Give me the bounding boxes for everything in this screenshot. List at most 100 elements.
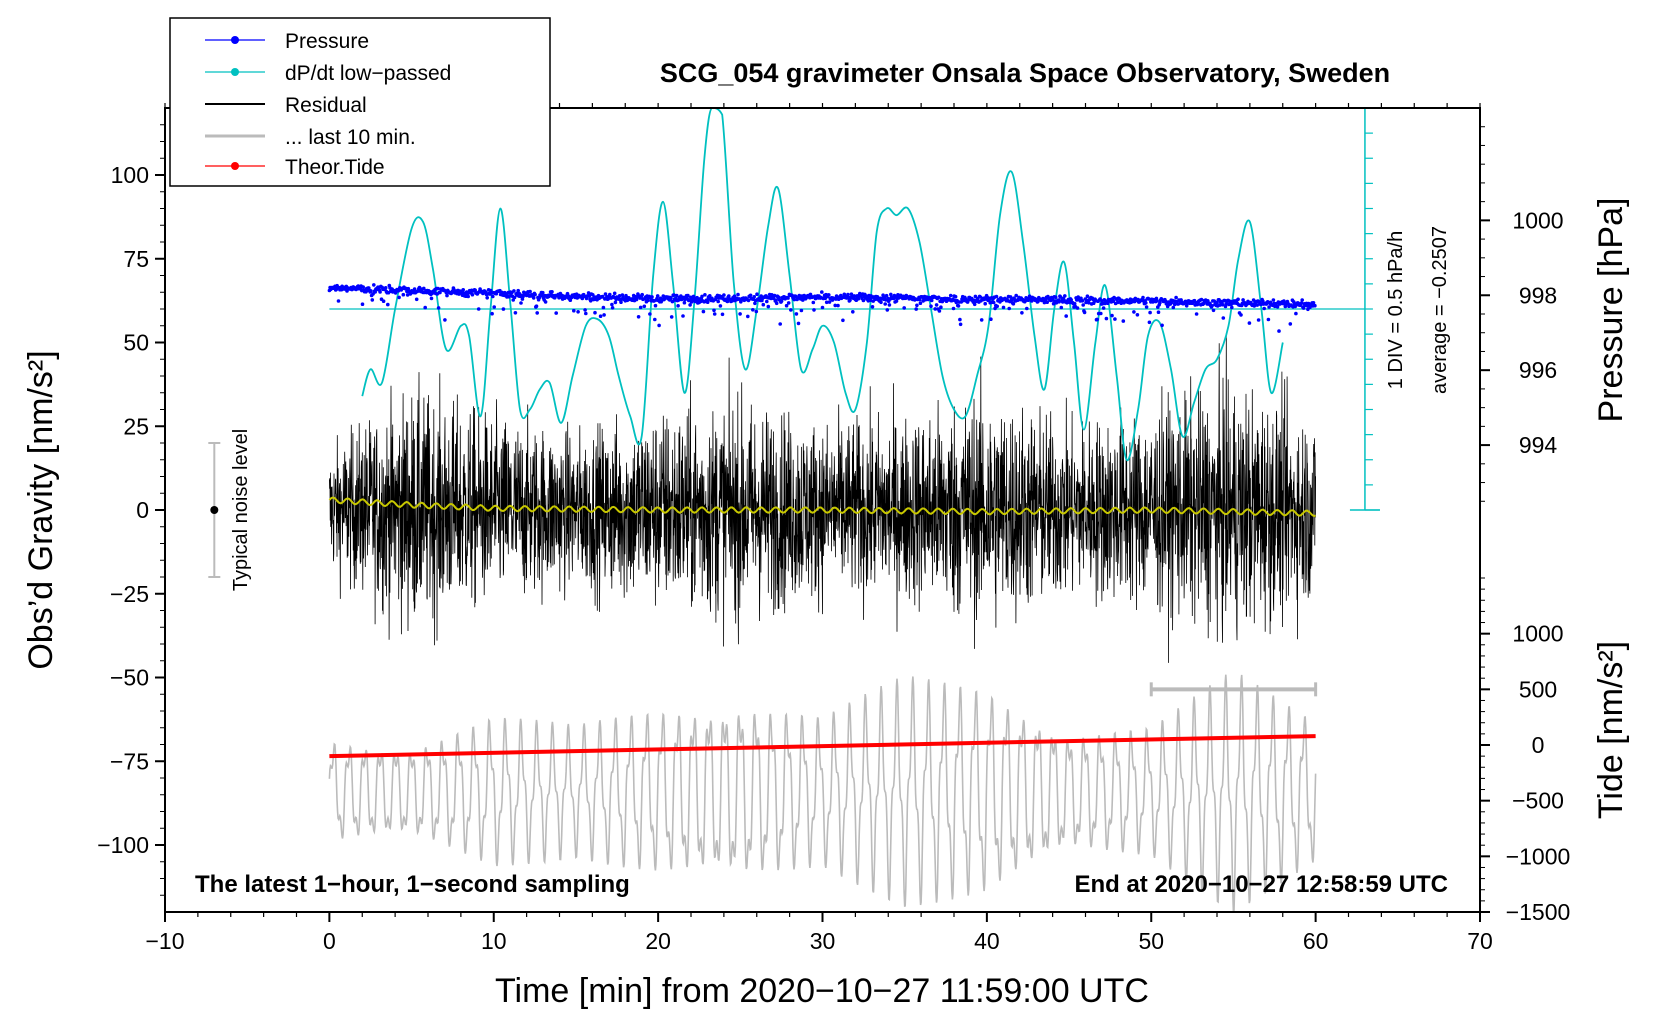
y-axis-title-pressure: Pressure [hPa] [1592, 198, 1630, 423]
pressure-point [774, 298, 778, 303]
noise-bar-center [210, 506, 219, 514]
pressure-point [642, 304, 647, 309]
residual-series [329, 333, 1316, 663]
pressure-point [1300, 298, 1304, 302]
pressure-point [718, 304, 723, 308]
svg-text:Pressure: Pressure [285, 30, 369, 53]
pressure-point [608, 292, 612, 297]
pressure-point [397, 295, 401, 300]
pressure-point [688, 303, 692, 307]
pressure-point [1277, 329, 1281, 333]
pressure-point [584, 311, 588, 316]
pressure-point [738, 312, 742, 316]
pressure-point [535, 311, 539, 315]
pressure-point [1072, 301, 1077, 306]
pressure-point [1262, 306, 1266, 311]
dpdt-average-label: average = −0.2507 [1429, 226, 1451, 394]
pressure-point [520, 297, 525, 301]
pressure-point [1255, 303, 1259, 307]
pressure-point [670, 299, 675, 304]
pressure-point [1230, 305, 1234, 310]
pressure-point [1267, 305, 1271, 309]
pressure-point [936, 295, 941, 300]
x-tick-label: 60 [1303, 928, 1329, 954]
pressure-point [586, 291, 591, 295]
pressure-point [712, 308, 716, 313]
pressure-point [370, 298, 375, 302]
pressure-point [512, 295, 517, 300]
pressure-point [1171, 305, 1176, 310]
legend-entry-theor-tide: Theor.Tide [205, 156, 385, 179]
pressure-point [1155, 299, 1159, 303]
pressure-point [1184, 304, 1189, 308]
pressure-point [820, 305, 825, 310]
pressure-point [799, 308, 804, 313]
pressure-point [1308, 305, 1312, 310]
pressure-point [1020, 311, 1024, 315]
pressure-point [636, 315, 641, 319]
y-tick-label: 25 [123, 413, 149, 439]
pressure-point [1172, 302, 1177, 307]
pressure-point [1057, 300, 1061, 304]
pressure-point [722, 293, 726, 297]
pressure-point [443, 318, 447, 322]
pressure-point [401, 292, 406, 297]
pressure-point [774, 301, 779, 306]
pressure-point [1064, 314, 1068, 318]
y-tick-label: 50 [123, 330, 149, 356]
pressure-point [1174, 295, 1178, 300]
pressure-point [473, 288, 478, 293]
pressure-point [406, 286, 411, 291]
pressure-point [789, 308, 793, 312]
pressure-point [655, 294, 660, 298]
pressure-point [593, 310, 597, 315]
pressure-point [528, 289, 532, 294]
pressure-point [836, 303, 840, 308]
x-axis-title: Time [min] from 2020−10−27 11:59:00 UTC [495, 972, 1149, 1010]
x-tick-label: 10 [481, 928, 507, 954]
pressure-point [716, 299, 720, 304]
pressure-point [612, 291, 617, 296]
pressure-point [915, 303, 919, 308]
pressure-point [603, 292, 608, 296]
pressure-point [958, 317, 962, 322]
pressure-point [436, 306, 441, 310]
pressure-point [686, 293, 690, 298]
pressure-point [887, 303, 892, 307]
pressure-point [851, 310, 855, 314]
x-tick-label: 30 [810, 928, 836, 954]
x-tick-label: −10 [145, 928, 184, 954]
pressure-point [914, 307, 918, 311]
pressure-point [1095, 317, 1099, 322]
pressure-point [918, 301, 923, 306]
pressure-point [951, 306, 956, 311]
pressure-point [485, 296, 490, 300]
pressure-point [751, 308, 755, 312]
pressure-point [856, 297, 861, 301]
y-tick-label: −100 [97, 832, 149, 858]
pressure-point [1256, 318, 1261, 322]
pressure-point [953, 294, 958, 299]
noise-level-label: Typical noise level [230, 429, 252, 591]
tide-tick-label: −500 [1512, 788, 1564, 814]
pressure-point [492, 305, 497, 309]
pressure-point [572, 308, 576, 313]
pressure-point [516, 288, 520, 293]
theoretical-tide-line [329, 734, 1316, 759]
y-tick-label: 100 [111, 162, 149, 188]
pressure-point [1144, 305, 1149, 309]
pressure-point [1275, 305, 1280, 309]
x-tick-label: 20 [645, 928, 671, 954]
pressure-tick-label: 1000 [1512, 207, 1563, 233]
pressure-point [1113, 317, 1117, 321]
pressure-point [841, 318, 845, 323]
pressure-point [796, 321, 801, 326]
pressure-point [602, 313, 606, 317]
pressure-point [889, 292, 893, 297]
pressure-point [461, 288, 466, 292]
chart-title: SCG_054 gravimeter Onsala Space Observat… [660, 58, 1390, 88]
pressure-point [772, 293, 777, 298]
pressure-point [601, 305, 606, 310]
pressure-point [470, 292, 475, 297]
pressure-point [929, 304, 933, 309]
